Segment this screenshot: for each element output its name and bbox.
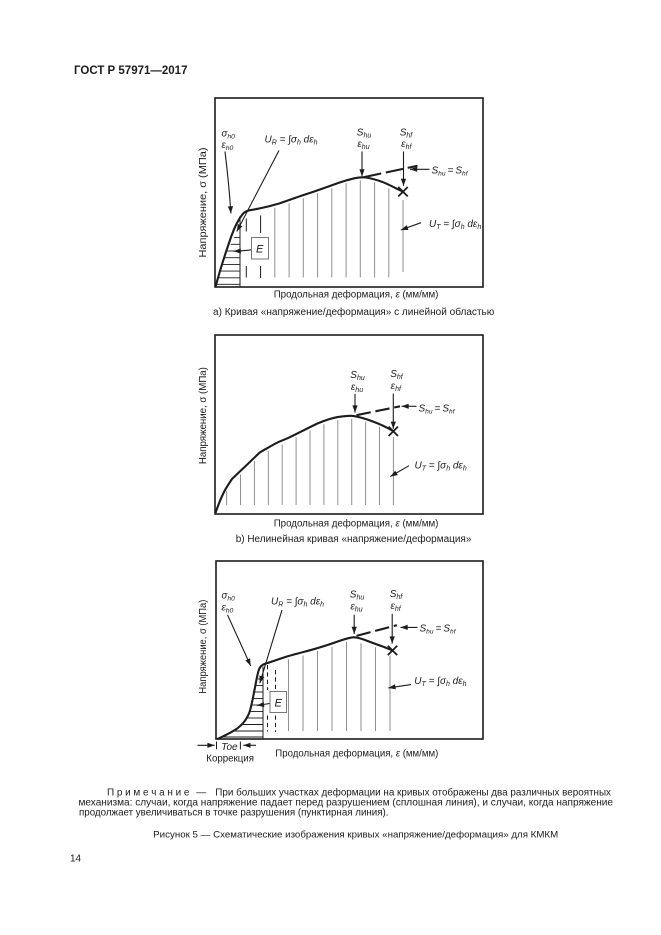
svg-text:εhf: εhf bbox=[391, 381, 402, 393]
svg-text:14: 14 bbox=[70, 853, 82, 864]
svg-text:UT = ∫σh dεh: UT = ∫σh dεh bbox=[429, 219, 481, 231]
svg-text:E: E bbox=[256, 244, 264, 256]
svg-text:εh0: εh0 bbox=[222, 140, 234, 152]
svg-text:Shf: Shf bbox=[390, 369, 404, 381]
svg-text:Shu = Shf: Shu = Shf bbox=[432, 165, 469, 177]
svg-text:E: E bbox=[275, 698, 283, 710]
svg-text:Рисунок 5 — Схематические изоб: Рисунок 5 — Схематические изображения кр… bbox=[153, 829, 558, 840]
svg-text:Напряжение, σ (МПа): Напряжение, σ (МПа) bbox=[198, 367, 209, 464]
svg-text:εhu: εhu bbox=[350, 601, 362, 613]
svg-text:Напряжение, σ (МПа): Напряжение, σ (МПа) bbox=[198, 148, 209, 258]
svg-text:Shf: Shf bbox=[390, 589, 404, 601]
svg-text:Продольная деформация, ε (мм/м: Продольная деформация, ε (мм/мм) bbox=[274, 289, 439, 301]
svg-text:механизма: случаи, когда напря: механизма: случаи, когда напряжение пада… bbox=[79, 797, 614, 808]
svg-text:σh0: σh0 bbox=[222, 128, 236, 140]
svg-text:Toe: Toe bbox=[221, 742, 238, 753]
svg-text:UR = ∫σh dεh: UR = ∫σh dεh bbox=[271, 596, 324, 608]
svg-text:продолжает увеличиваться в точ: продолжает увеличиваться в точке разруше… bbox=[79, 807, 389, 818]
svg-text:При больших участках деформаци: При больших участках деформации на кривы… bbox=[215, 787, 611, 798]
svg-text:Shu: Shu bbox=[357, 127, 372, 139]
svg-text:ГОСТ Р 57971—2017: ГОСТ Р 57971—2017 bbox=[74, 65, 187, 77]
svg-text:Напряжение, σ (МПа): Напряжение, σ (МПа) bbox=[198, 600, 209, 694]
svg-text:Коррекция: Коррекция bbox=[206, 753, 254, 764]
svg-text:Продольная деформация, ε (мм/м: Продольная деформация, ε (мм/мм) bbox=[275, 748, 438, 760]
svg-text:Продольная деформация, ε (мм/м: Продольная деформация, ε (мм/мм) bbox=[274, 517, 439, 529]
svg-text:εh0: εh0 bbox=[222, 602, 234, 614]
svg-text:εhf: εhf bbox=[390, 601, 401, 613]
svg-text:Shu: Shu bbox=[350, 370, 365, 382]
svg-text:UT = ∫σh dεh: UT = ∫σh dεh bbox=[415, 460, 467, 472]
svg-text:Shu = Shf: Shu = Shf bbox=[420, 623, 457, 635]
svg-text:П р и м е ч а н и е: П р и м е ч а н и е bbox=[107, 787, 190, 798]
svg-text:Shf: Shf bbox=[400, 127, 414, 139]
svg-text:εhf: εhf bbox=[401, 139, 412, 151]
svg-text:—: — bbox=[196, 787, 206, 798]
svg-text:σh0: σh0 bbox=[222, 591, 236, 603]
svg-text:b) Нелинейная кривая «напряжен: b) Нелинейная кривая «напряжение/деформа… bbox=[236, 533, 472, 545]
svg-text:εhu: εhu bbox=[357, 139, 369, 151]
svg-text:UT = ∫σh dεh: UT = ∫σh dεh bbox=[414, 676, 466, 688]
svg-text:а) Кривая «напряжение/деформац: а) Кривая «напряжение/деформация» с лине… bbox=[213, 306, 495, 318]
svg-text:Shu: Shu bbox=[350, 589, 365, 601]
svg-text:UR = ∫σh dεh: UR = ∫σh dεh bbox=[265, 135, 318, 147]
svg-text:Shu = Shf: Shu = Shf bbox=[419, 403, 456, 415]
svg-text:εhu: εhu bbox=[351, 382, 363, 394]
